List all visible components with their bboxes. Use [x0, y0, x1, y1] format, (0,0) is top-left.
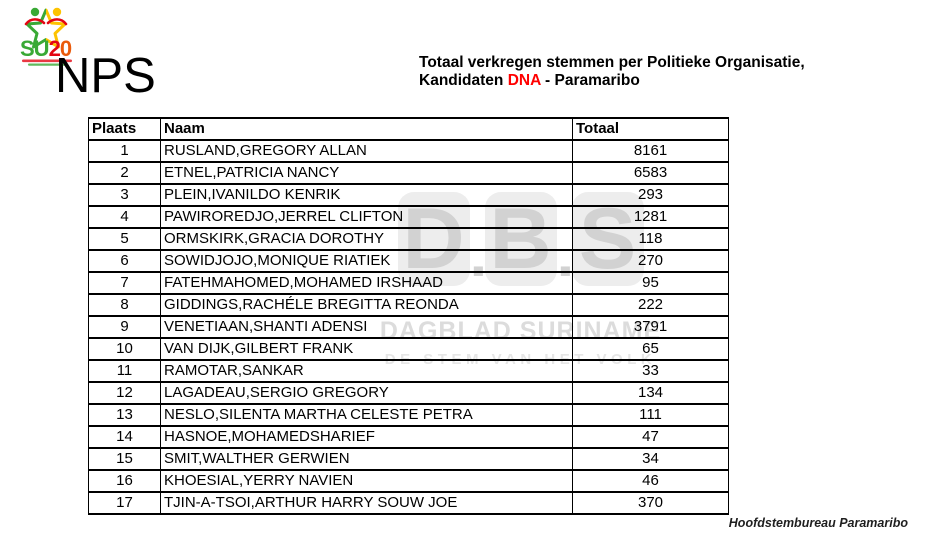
cell-totaal: 1281	[572, 205, 729, 229]
table-row: 2 ETNEL,PATRICIA NANCY 6583	[88, 161, 729, 185]
table-row: 15 SMIT,WALTHER GERWIEN 34	[88, 447, 729, 471]
cell-naam: RUSLAND,GREGORY ALLAN	[160, 139, 573, 163]
table-row: 4 PAWIROREDJO,JERREL CLIFTON 1281	[88, 205, 729, 229]
table-row: 14 HASNOE,MOHAMEDSHARIEF 47	[88, 425, 729, 449]
cell-plaats: 3	[88, 183, 161, 207]
table-row: 13 NESLO,SILENTA MARTHA CELESTE PETRA 111	[88, 403, 729, 427]
su20-election-logo-icon: SU20	[20, 7, 73, 66]
cell-totaal: 47	[572, 425, 729, 449]
cell-plaats: 16	[88, 469, 161, 493]
cell-plaats: 1	[88, 139, 161, 163]
cell-naam: PAWIROREDJO,JERREL CLIFTON	[160, 205, 573, 229]
cell-totaal: 65	[572, 337, 729, 361]
report-title-line1: Totaal verkregen stemmen per Politieke O…	[419, 54, 805, 71]
cell-totaal: 34	[572, 447, 729, 471]
cell-naam: ETNEL,PATRICIA NANCY	[160, 161, 573, 185]
party-name: NPS	[55, 49, 156, 103]
svg-text:SU20: SU20	[20, 36, 72, 61]
results-table-body: 1 RUSLAND,GREGORY ALLAN 8161 2 ETNEL,PATRICI…	[88, 139, 729, 515]
table-row: 11 RAMOTAR,SANKAR 33	[88, 359, 729, 383]
cell-totaal: 134	[572, 381, 729, 405]
cell-naam: HASNOE,MOHAMEDSHARIEF	[160, 425, 573, 449]
cell-totaal: 222	[572, 293, 729, 317]
cell-naam: SMIT,WALTHER GERWIEN	[160, 447, 573, 471]
cell-naam: PLEIN,IVANILDO KENRIK	[160, 183, 573, 207]
cell-naam: FATEHMAHOMED,MOHAMED IRSHAAD	[160, 271, 573, 295]
table-row: 17 TJIN-A-TSOI,ARTHUR HARRY SOUW JOE 370	[88, 491, 729, 515]
cell-plaats: 9	[88, 315, 161, 339]
cell-naam: RAMOTAR,SANKAR	[160, 359, 573, 383]
cell-totaal: 33	[572, 359, 729, 383]
cell-naam: GIDDINGS,RACHÉLE BREGITTA REONDA	[160, 293, 573, 317]
cell-plaats: 13	[88, 403, 161, 427]
table-row: 8 GIDDINGS,RACHÉLE BREGITTA REONDA 222	[88, 293, 729, 317]
column-header-naam: Naam	[160, 117, 573, 141]
cell-totaal: 370	[572, 491, 729, 515]
cell-naam: TJIN-A-TSOI,ARTHUR HARRY SOUW JOE	[160, 491, 573, 515]
cell-plaats: 5	[88, 227, 161, 251]
dna-highlight: DNA	[507, 71, 541, 89]
cell-plaats: 8	[88, 293, 161, 317]
cell-totaal: 293	[572, 183, 729, 207]
results-table: Plaats Naam Totaal 1 RUSLAND,GREGORY ALLA…	[88, 117, 729, 515]
footer-note: Hoofdstembureau Paramaribo	[728, 516, 908, 530]
table-row: 10 VAN DIJK,GILBERT FRANK 65	[88, 337, 729, 361]
cell-totaal: 46	[572, 469, 729, 493]
table-row: 7 FATEHMAHOMED,MOHAMED IRSHAAD 95	[88, 271, 729, 295]
cell-naam: NESLO,SILENTA MARTHA CELESTE PETRA	[160, 403, 573, 427]
table-row: 3 PLEIN,IVANILDO KENRIK 293	[88, 183, 729, 207]
cell-plaats: 6	[88, 249, 161, 273]
cell-totaal: 118	[572, 227, 729, 251]
cell-naam: VAN DIJK,GILBERT FRANK	[160, 337, 573, 361]
cell-totaal: 270	[572, 249, 729, 273]
logo-text-su: SU	[20, 36, 49, 61]
cell-naam: VENETIAAN,SHANTI ADENSI	[160, 315, 573, 339]
cell-plaats: 4	[88, 205, 161, 229]
cell-plaats: 11	[88, 359, 161, 383]
table-row: 12 LAGADEAU,SERGIO GREGORY 134	[88, 381, 729, 405]
cell-plaats: 17	[88, 491, 161, 515]
cell-plaats: 2	[88, 161, 161, 185]
cell-naam: ORMSKIRK,GRACIA DOROTHY	[160, 227, 573, 251]
cell-naam: KHOESIAL,YERRY NAVIEN	[160, 469, 573, 493]
cell-plaats: 15	[88, 447, 161, 471]
logo-tagline-bar	[28, 63, 66, 66]
person-yellow-icon	[52, 7, 62, 17]
table-row: 1 RUSLAND,GREGORY ALLAN 8161	[88, 139, 729, 163]
cell-plaats: 7	[88, 271, 161, 295]
person-green-icon	[30, 7, 40, 17]
report-title-line2: Kandidaten DNA - Paramaribo	[419, 71, 640, 89]
table-row: 16 KHOESIAL,YERRY NAVIEN 46	[88, 469, 729, 493]
table-row: 5 ORMSKIRK,GRACIA DOROTHY 118	[88, 227, 729, 251]
cell-totaal: 3791	[572, 315, 729, 339]
column-header-totaal: Totaal	[572, 117, 729, 141]
cell-naam: LAGADEAU,SERGIO GREGORY	[160, 381, 573, 405]
cell-plaats: 12	[88, 381, 161, 405]
table-row: 9 VENETIAAN,SHANTI ADENSI 3791	[88, 315, 729, 339]
logo-text-0: 0	[60, 36, 72, 61]
logo-tagline-bar	[22, 59, 72, 63]
report-title: Totaal verkregen stemmen per Politieke O…	[419, 54, 805, 89]
logo-text-2: 2	[49, 36, 61, 61]
cell-plaats: 10	[88, 337, 161, 361]
cell-naam: SOWIDJOJO,MONIQUE RIATIEK	[160, 249, 573, 273]
table-row: 6 SOWIDJOJO,MONIQUE RIATIEK 270	[88, 249, 729, 273]
cell-plaats: 14	[88, 425, 161, 449]
cell-totaal: 111	[572, 403, 729, 427]
cell-totaal: 95	[572, 271, 729, 295]
table-header-row: Plaats Naam Totaal	[88, 117, 729, 141]
cell-totaal: 8161	[572, 139, 729, 163]
column-header-plaats: Plaats	[88, 117, 161, 141]
cell-totaal: 6583	[572, 161, 729, 185]
